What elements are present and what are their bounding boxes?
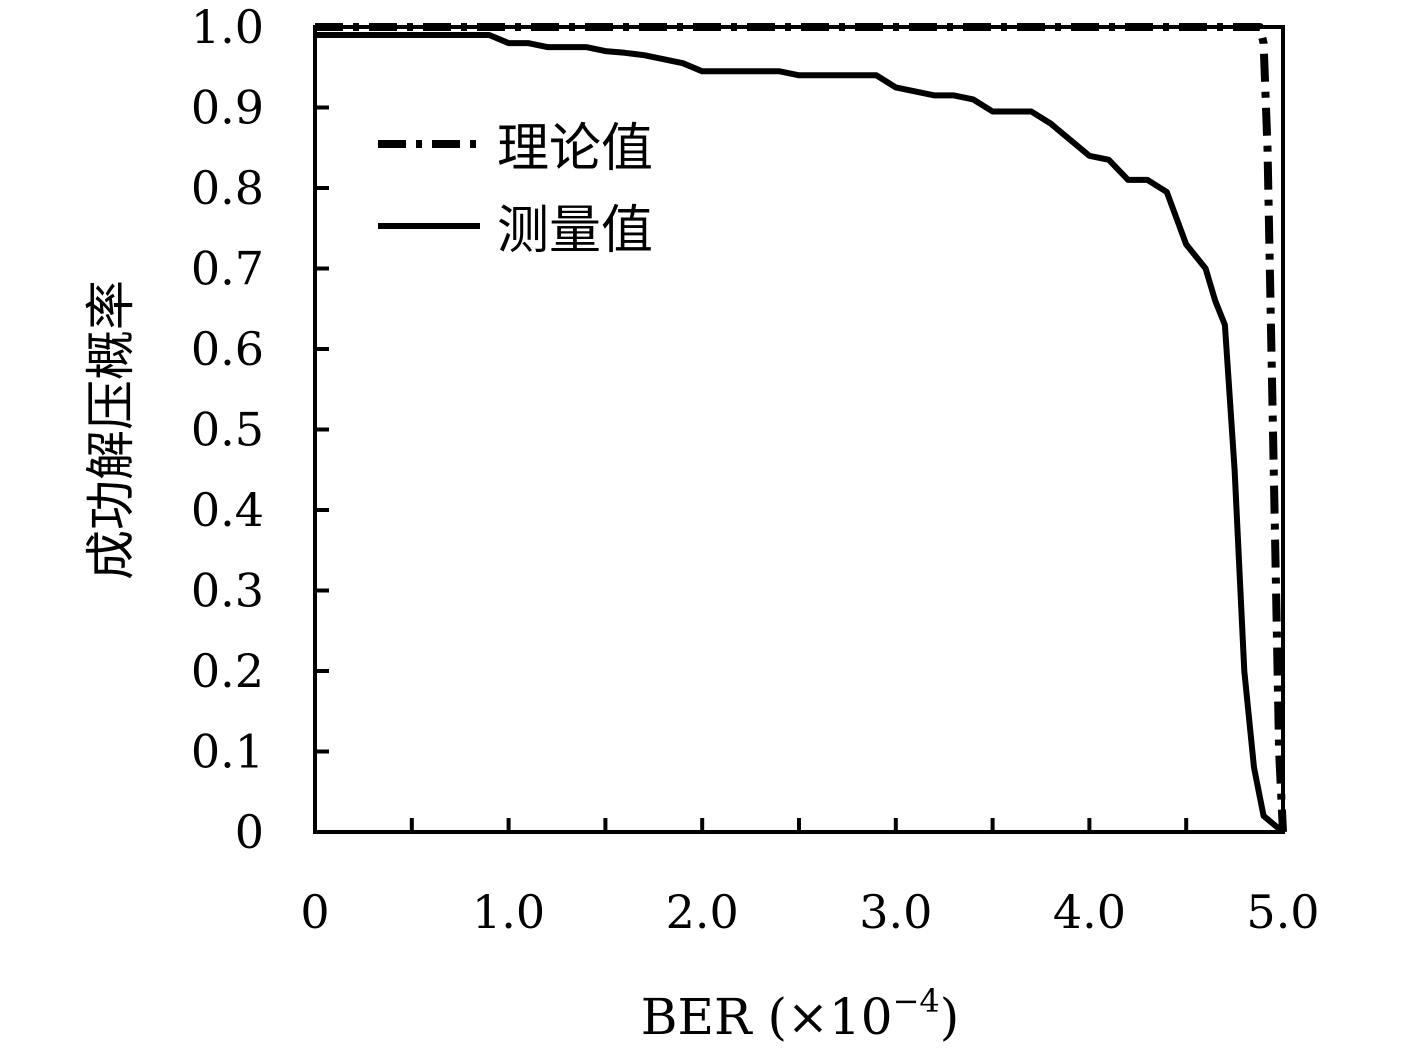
series-layer	[315, 23, 1287, 835]
y-tick-label: 1.0	[191, 0, 264, 54]
x-tick-label: 0	[300, 885, 329, 939]
x-tick-label: 4.0	[1053, 885, 1126, 939]
y-tick-label: 0.5	[191, 403, 264, 457]
y-tick-label: 0.4	[191, 483, 264, 537]
x-axis-title-close: )	[940, 988, 960, 1046]
x-tick-label: 3.0	[859, 885, 932, 939]
y-axis-ticks: 0 0.1 0.2 0.3 0.4 0.5 0.6 0.7 0.8 0.9 1.0	[191, 0, 329, 859]
y-tick-label: 0.9	[191, 81, 264, 135]
y-tick-label: 0	[235, 805, 264, 859]
legend-label-theoretical: 理论值	[497, 119, 653, 179]
y-tick-label: 0.1	[191, 725, 264, 779]
y-tick-label: 0.6	[191, 322, 264, 376]
x-tick-label: 2.0	[666, 885, 739, 939]
x-axis-title-main: BER (×10	[641, 988, 893, 1046]
x-tick-label: 1.0	[472, 885, 545, 939]
y-axis-title: 成功解压概率	[82, 280, 140, 580]
y-tick-label: 0.2	[191, 644, 264, 698]
y-tick-label: 0.7	[191, 242, 264, 296]
x-axis-title: BER (×10−4)	[641, 982, 960, 1046]
x-axis-title-exponent: −4	[893, 982, 940, 1020]
series-line-theoretical	[315, 23, 1287, 833]
x-tick-label: 5.0	[1246, 885, 1319, 939]
y-tick-label: 0.8	[191, 161, 264, 215]
plot-area-frame	[313, 25, 1285, 834]
legend: 理论值 测量值	[378, 119, 653, 261]
y-tick-label: 0.3	[191, 564, 264, 618]
series-line-measured	[315, 32, 1285, 835]
x-axis-ticks: 0 1.0 2.0 3.0 4.0 5.0	[300, 818, 1320, 939]
legend-label-measured: 测量值	[497, 201, 653, 261]
